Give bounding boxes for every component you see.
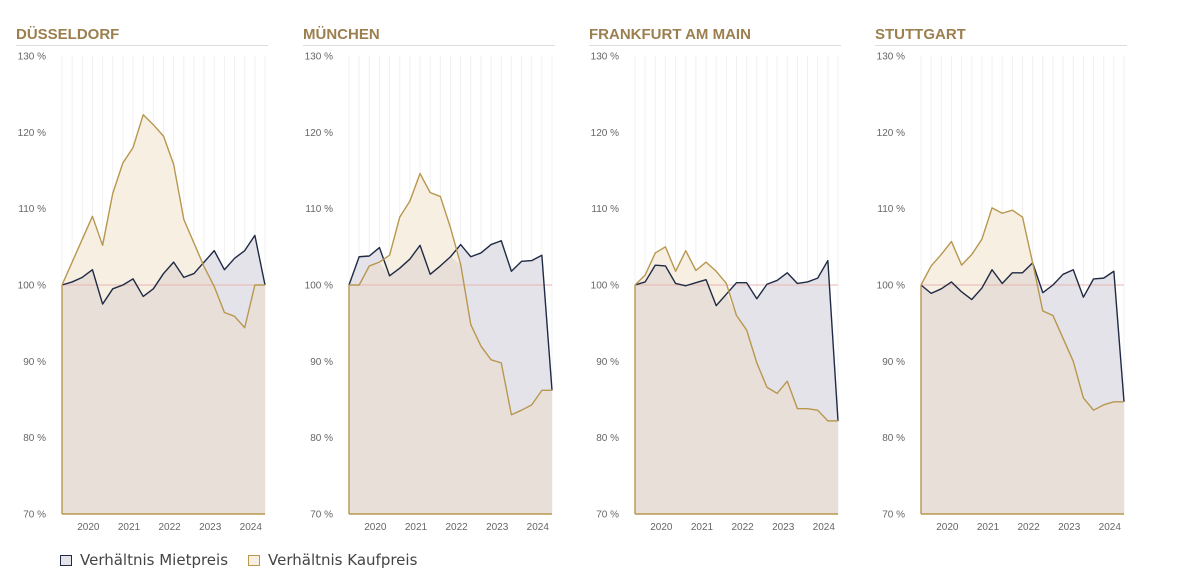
- y-tick-label: 130 %: [305, 52, 333, 63]
- panel-title: STUTTGART: [875, 26, 966, 43]
- panel-title: MÜNCHEN: [303, 26, 380, 43]
- y-tick-label: 80 %: [310, 433, 333, 444]
- y-tick-label: 90 %: [23, 357, 46, 368]
- x-tick-label: 2023: [199, 522, 222, 533]
- overlap-area: [349, 245, 552, 514]
- legend-label-kauf: Verhältnis Kaufpreis: [268, 551, 418, 569]
- x-tick-label: 2022: [731, 522, 754, 533]
- x-tick-label: 2022: [1017, 522, 1040, 533]
- y-tick-label: 100 %: [305, 281, 333, 292]
- x-tick-label: 2023: [772, 522, 795, 533]
- miet-line: [634, 259, 839, 421]
- y-tick-label: 100 %: [877, 281, 905, 292]
- y-tick-label: 130 %: [18, 52, 46, 63]
- overlap-area: [62, 262, 265, 514]
- y-tick-label: 110 %: [877, 204, 905, 215]
- legend-item-kauf: Verhältnis Kaufpreis: [248, 551, 417, 569]
- panel-frankfurt-am-main: FRANKFURT AM MAIN 70 % 80 % 90 % 100 % 110 % 1…: [589, 26, 841, 533]
- y-tick-label: 70 %: [596, 510, 619, 521]
- x-tick-label: 2021: [118, 522, 141, 533]
- kauf-line: [349, 172, 552, 416]
- panel-m-nchen: MÜNCHEN 70 % 80 % 90 % 100 % 110 % 120 % 130 % 2…: [303, 26, 555, 533]
- x-tick-label: 2022: [445, 522, 468, 533]
- y-tick-label: 100 %: [18, 281, 46, 292]
- y-tick-label: 100 %: [591, 281, 619, 292]
- y-tick-label: 90 %: [310, 357, 333, 368]
- kauf-line: [920, 207, 1124, 411]
- y-tick-label: 120 %: [877, 128, 905, 139]
- x-tick-label: 2021: [691, 522, 714, 533]
- panel-stuttgart: STUTTGART 70 % 80 % 90 % 100 % 110 % 120 % 130 …: [875, 26, 1127, 533]
- chart-area: DÜSSELDORF 70 % 80 % 90 % 100 % 110 % 120 % 130…: [16, 26, 1127, 533]
- x-tick-label: 2024: [527, 522, 550, 533]
- y-tick-label: 110 %: [591, 204, 619, 215]
- y-tick-label: 130 %: [877, 52, 905, 63]
- x-tick-label: 2020: [77, 522, 100, 533]
- panel-title: FRANKFURT AM MAIN: [589, 26, 751, 43]
- y-tick-label: 120 %: [591, 128, 619, 139]
- y-tick-label: 70 %: [23, 510, 46, 521]
- overlap-area: [921, 262, 1124, 514]
- legend-label-miet: Verhältnis Mietpreis: [80, 551, 229, 569]
- legend-swatch-miet: [60, 554, 72, 566]
- x-tick-label: 2024: [813, 522, 836, 533]
- panel-title: DÜSSELDORF: [16, 26, 119, 43]
- panel-d-sseldorf: DÜSSELDORF 70 % 80 % 90 % 100 % 110 % 120 % 130…: [16, 26, 268, 533]
- overlap-area: [635, 265, 838, 514]
- y-tick-label: 70 %: [310, 510, 333, 521]
- y-tick-label: 130 %: [591, 52, 619, 63]
- miet-line: [348, 240, 553, 391]
- y-tick-label: 110 %: [305, 204, 333, 215]
- y-tick-label: 80 %: [882, 433, 905, 444]
- legend: Verhältnis Mietpreis Verhältnis Kaufprei…: [60, 551, 437, 569]
- y-tick-label: 120 %: [18, 128, 46, 139]
- miet-line: [920, 262, 1125, 402]
- y-tick-label: 90 %: [596, 357, 619, 368]
- x-tick-label: 2023: [486, 522, 509, 533]
- y-tick-label: 110 %: [18, 204, 46, 215]
- x-tick-label: 2020: [364, 522, 387, 533]
- y-tick-label: 80 %: [23, 433, 46, 444]
- legend-item-miet: Verhältnis Mietpreis: [60, 551, 228, 569]
- legend-swatch-kauf: [248, 554, 261, 566]
- miet-line: [61, 234, 266, 305]
- y-tick-label: 80 %: [596, 433, 619, 444]
- kauf-line: [61, 114, 265, 329]
- y-tick-label: 120 %: [305, 128, 333, 139]
- x-tick-label: 2024: [1099, 522, 1122, 533]
- kauf-line: [634, 246, 838, 422]
- x-tick-label: 2020: [650, 522, 673, 533]
- x-tick-label: 2024: [240, 522, 263, 533]
- y-tick-label: 90 %: [882, 357, 905, 368]
- x-tick-label: 2022: [158, 522, 181, 533]
- x-tick-label: 2020: [936, 522, 959, 533]
- x-tick-label: 2021: [977, 522, 1000, 533]
- x-tick-label: 2023: [1058, 522, 1081, 533]
- y-tick-label: 70 %: [882, 510, 905, 521]
- x-tick-label: 2021: [405, 522, 428, 533]
